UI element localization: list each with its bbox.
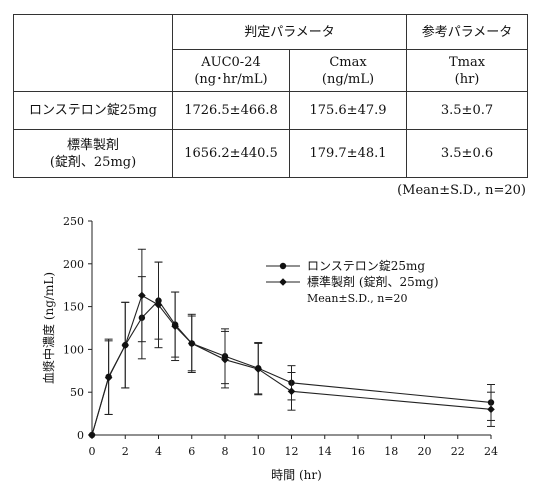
- legend-label: 標準製剤 (錠剤、25mg): [307, 274, 439, 289]
- data-point-diamond: [171, 322, 179, 331]
- y-tick-label: 50: [70, 386, 84, 399]
- x-tick-label: 22: [451, 445, 465, 458]
- data-point-diamond: [138, 291, 146, 300]
- cmax-value: 175.6±47.9: [289, 91, 407, 130]
- x-axis-label: 時間 (hr): [271, 468, 322, 482]
- x-tick-label: 6: [188, 445, 195, 458]
- x-tick-label: 2: [122, 445, 129, 458]
- row-label-reference: 標準製剤 (錠剤、25mg): [13, 129, 173, 178]
- cmax-value: 179.7±48.1: [289, 129, 407, 178]
- x-tick-label: 4: [155, 445, 162, 458]
- column-header-cmax: Cmax (ng/mL): [289, 49, 407, 92]
- y-tick-label: 250: [63, 215, 84, 228]
- table-row: 標準製剤 (錠剤、25mg) 1656.2±440.5 179.7±48.1 3.…: [13, 129, 528, 178]
- y-tick-label: 100: [63, 343, 84, 356]
- column-header-auc: AUC0-24 (ng･hr/mL): [172, 49, 290, 92]
- tmax-value: 3.5±0.6: [406, 129, 528, 178]
- table-row: ロンステロン錠25mg 1726.5±466.8 175.6±47.9 3.5±…: [13, 91, 528, 130]
- legend-label: ロンステロン錠25mg: [307, 258, 425, 273]
- row-label-test: ロンステロン錠25mg: [13, 91, 173, 130]
- auc-value: 1656.2±440.5: [172, 129, 290, 178]
- table-corner: [13, 14, 173, 92]
- pk-parameter-table: 判定パラメータ 参考パラメータ AUC0-24 (ng･hr/mL) Cmax (n…: [13, 14, 528, 178]
- x-tick-label: 24: [484, 445, 498, 458]
- legend-marker-diamond: [279, 278, 287, 286]
- data-point-diamond: [104, 373, 113, 382]
- x-tick-label: 8: [222, 445, 229, 458]
- column-header-tmax: Tmax (hr): [406, 49, 528, 92]
- x-tick-label: 14: [318, 445, 332, 458]
- legend-marker-circle: [279, 262, 287, 270]
- data-point-diamond: [187, 339, 196, 348]
- group-header-reference: 参考パラメータ: [406, 14, 528, 50]
- y-axis-label: 血漿中濃度 (ng/mL): [41, 272, 56, 384]
- x-tick-label: 16: [351, 445, 365, 458]
- x-tick-label: 12: [285, 445, 299, 458]
- y-tick-label: 200: [63, 258, 84, 271]
- x-tick-label: 18: [384, 445, 398, 458]
- x-tick-label: 20: [418, 445, 432, 458]
- auc-value: 1726.5±466.8: [172, 91, 290, 130]
- data-point-diamond: [254, 365, 263, 373]
- table-footnote: (Mean±S.D., n=20): [397, 183, 526, 198]
- data-point-diamond: [221, 355, 229, 364]
- data-point-diamond: [154, 301, 163, 309]
- data-point-diamond: [287, 387, 296, 396]
- data-point-diamond: [487, 405, 495, 414]
- data-point-diamond: [121, 341, 130, 349]
- legend-note: Mean±S.D., n=20: [307, 292, 408, 305]
- x-tick-label: 0: [89, 445, 96, 458]
- group-header-judgement: 判定パラメータ: [172, 14, 407, 50]
- y-tick-label: 0: [77, 429, 84, 442]
- data-point-diamond: [88, 431, 96, 439]
- x-tick-label: 10: [251, 445, 265, 458]
- y-tick-label: 150: [63, 301, 84, 314]
- tmax-value: 3.5±0.7: [406, 91, 528, 130]
